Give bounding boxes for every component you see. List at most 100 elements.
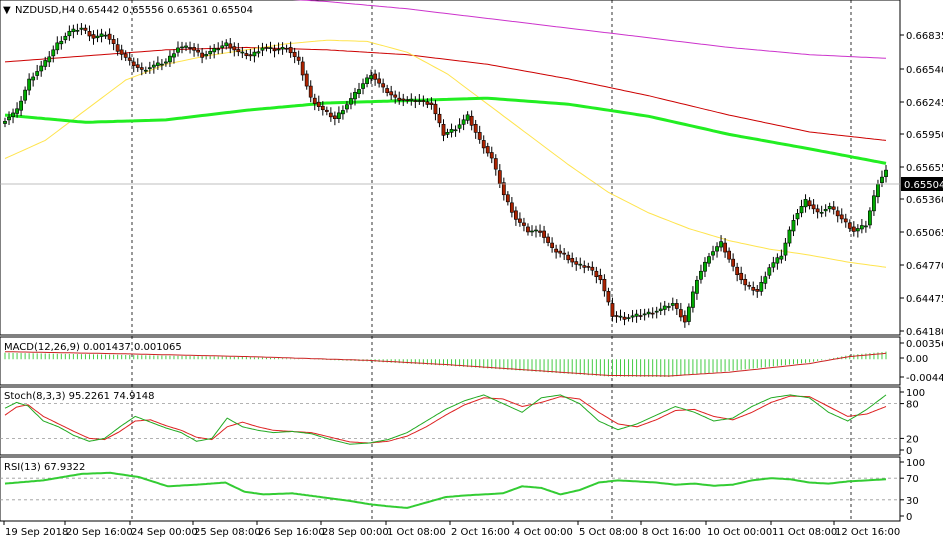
candle-bull (719, 241, 723, 248)
price-tick-label: 0.64475 (906, 294, 943, 305)
candle-bear (843, 218, 848, 223)
candle-bull (417, 100, 422, 102)
candle-bear (87, 31, 92, 37)
rsi-line (4, 471, 887, 509)
candle-bull (646, 311, 651, 315)
time-tick-label: 10 Oct 00:00 (707, 527, 772, 538)
candle-bear (312, 97, 317, 104)
stoch-tick-label: 100 (906, 388, 925, 399)
ohlc-label: 0.65442 0.65556 0.65361 0.65504 (78, 5, 253, 16)
symbol-label: NZDUSD,H4 (15, 5, 75, 16)
candle-bull (827, 206, 832, 210)
candle-bear (437, 113, 442, 124)
candle-bull (767, 267, 772, 276)
candle-bear (292, 51, 297, 57)
time-tick-label: 28 Sep 00:00 (322, 527, 389, 538)
candle-bull (204, 54, 209, 57)
time-tick-label: 11 Oct 08:00 (772, 527, 837, 538)
ma-red-line (4, 46, 887, 141)
candle-bull (47, 56, 52, 63)
macd-tick-label: -0.004406 (906, 373, 943, 384)
vertical-gridlines (131, 0, 852, 521)
candle-bear (421, 100, 426, 102)
candle-bear (264, 47, 269, 49)
candle-bear (582, 265, 587, 268)
candle-bull (216, 48, 221, 51)
candle-bear (320, 105, 325, 111)
candle-bear (650, 312, 655, 315)
candle-bull (59, 40, 64, 45)
candle-bull (699, 270, 703, 280)
candle-bear (678, 309, 683, 318)
header-arrow-icon: ▼ (3, 5, 11, 16)
candle-bear (425, 101, 430, 105)
rsi-pane (0, 456, 901, 522)
price-tick-label: 0.65065 (906, 228, 943, 239)
candle-bear (236, 49, 241, 53)
candle-bull (634, 313, 639, 317)
candle-bear (401, 98, 406, 101)
candle-bear (493, 158, 498, 170)
candle-bear (288, 47, 293, 54)
candle-bull (691, 291, 695, 308)
current-price-box (901, 177, 943, 191)
candle-bear (192, 47, 196, 51)
candle-bull (212, 48, 217, 53)
candle-bear (835, 210, 840, 217)
candle-bear (509, 202, 514, 213)
stoch-tick-label: 20 (906, 434, 919, 445)
candle-bear (638, 315, 643, 317)
time-tick-label: 2 Oct 16:00 (451, 527, 510, 538)
candle-bear (481, 140, 486, 149)
candle-bull (361, 83, 365, 89)
candle-bear (743, 278, 748, 286)
candle-bull (79, 27, 84, 30)
candle-bear (546, 236, 550, 243)
candle-bull (95, 35, 100, 39)
time-tick-label: 25 Sep 08:00 (194, 527, 261, 538)
candle-bear (284, 47, 289, 50)
candle-bear (377, 78, 382, 84)
candle-bear (127, 57, 132, 61)
candle-bear (723, 242, 727, 253)
candle-bear (131, 61, 136, 67)
candle-bull (208, 51, 213, 55)
candle-bear (807, 200, 812, 207)
candle-bull (369, 75, 373, 80)
candle-bull (763, 276, 768, 284)
candle-bull (863, 225, 868, 228)
candle-bear (489, 152, 494, 159)
candle-bear (526, 226, 530, 233)
macd-signal-line (4, 351, 887, 377)
time-tick-label: 4 Oct 00:00 (514, 527, 573, 538)
candle-bull (147, 67, 152, 70)
candle-bull (534, 229, 538, 232)
ma-yellow-line (4, 39, 887, 268)
candle-bear (550, 242, 555, 248)
candle-bear (196, 49, 200, 53)
candle-bull (799, 206, 804, 214)
stoch-tick-label: 80 (906, 400, 919, 411)
time-tick-label: 20 Sep 16:00 (66, 527, 133, 538)
candle-bull (280, 46, 285, 50)
candle-bear (614, 315, 619, 317)
candle-bear (674, 303, 679, 309)
candle-bull (453, 129, 458, 132)
time-tick-label: 24 Sep 00:00 (131, 527, 198, 538)
candle-bear (554, 248, 559, 253)
candle-bear (429, 102, 434, 105)
candle-bear (505, 194, 510, 203)
candle-bull (409, 98, 414, 101)
candle-bear (83, 27, 88, 31)
stoch-tick-label: 0 (906, 446, 912, 457)
time-tick-label: 8 Oct 16:00 (642, 527, 701, 538)
candle-bull (461, 119, 466, 125)
candle-bear (433, 103, 438, 115)
candle-bear (405, 99, 410, 102)
candle-bear (562, 252, 567, 255)
candle-bull (252, 51, 257, 57)
